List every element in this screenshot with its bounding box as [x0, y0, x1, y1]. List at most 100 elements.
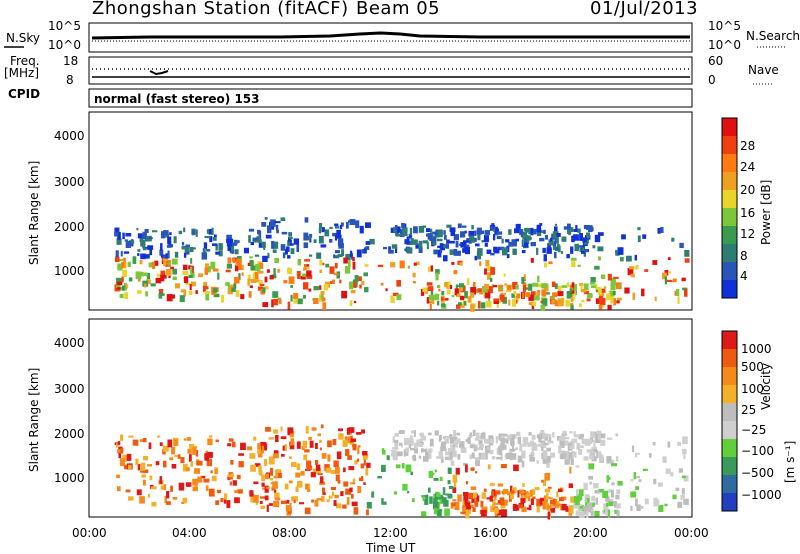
heatmap-cell — [319, 269, 322, 274]
heatmap-cell — [137, 249, 141, 252]
heatmap-cell — [228, 438, 234, 442]
heatmap-cell — [564, 440, 569, 446]
heatmap-cell — [436, 238, 443, 242]
heatmap-cell — [361, 429, 366, 434]
heatmap-cell — [537, 283, 542, 288]
heatmap-cell — [319, 439, 322, 443]
heatmap-cell — [343, 257, 348, 264]
heatmap-cell — [280, 453, 285, 457]
heatmap-cell — [287, 301, 291, 310]
heatmap-cell — [578, 489, 584, 497]
heatmap-cell — [180, 457, 185, 464]
heatmap-cell — [487, 464, 491, 470]
heatmap-cell — [320, 244, 327, 248]
heatmap-cell — [225, 282, 230, 286]
heatmap-cell — [444, 281, 449, 288]
heatmap-cell — [388, 249, 394, 254]
heatmap-cell — [186, 283, 192, 286]
heatmap-cell — [455, 438, 461, 444]
heatmap-cell — [681, 277, 686, 282]
colorbar-cell — [722, 367, 737, 386]
heatmap-cell — [472, 507, 476, 513]
heatmap-cell — [264, 473, 270, 480]
heatmap-cell — [513, 228, 519, 234]
heatmap-cell — [443, 255, 448, 262]
heatmap-cell — [187, 448, 192, 454]
heatmap-cell — [290, 248, 295, 255]
heatmap-cell — [597, 287, 602, 295]
heatmap-cell — [684, 258, 690, 263]
heatmap-cell — [163, 230, 169, 236]
heatmap-cell — [304, 263, 307, 270]
heatmap-cell — [272, 298, 279, 306]
heatmap-cell — [542, 502, 547, 510]
heatmap-cell — [536, 434, 540, 439]
heatmap-cell — [254, 463, 261, 467]
heatmap-cell — [684, 289, 688, 297]
heatmap-cell — [166, 294, 173, 302]
heatmap-cell — [410, 430, 416, 434]
heatmap-cell — [450, 446, 456, 455]
heatmap-cell — [590, 281, 596, 285]
heatmap-cell — [400, 444, 403, 448]
heatmap-cell — [258, 465, 262, 473]
heatmap-cell — [450, 460, 455, 466]
heatmap-cell — [144, 229, 149, 233]
heatmap-cell — [250, 496, 254, 503]
heatmap-cell — [362, 450, 368, 456]
heatmap-cell — [546, 460, 550, 468]
heatmap-cell — [559, 454, 566, 460]
heatmap-cell — [657, 227, 661, 234]
heatmap-cell — [132, 439, 139, 446]
heatmap-cell — [304, 449, 310, 453]
heatmap-cell — [285, 505, 292, 512]
heatmap-cell — [677, 441, 682, 446]
heatmap-cell — [302, 295, 306, 299]
heatmap-cell — [524, 230, 529, 233]
heatmap-cell — [573, 431, 576, 437]
heatmap-cell — [402, 228, 408, 237]
heatmap-cell — [160, 254, 164, 258]
heatmap-cell — [561, 236, 567, 242]
heatmap-cell — [585, 505, 589, 511]
heatmap-cell — [474, 230, 477, 236]
heatmap-cell — [162, 449, 166, 455]
heatmap-cell — [335, 503, 342, 509]
heatmap-cell — [304, 259, 310, 262]
heatmap-cell — [561, 503, 567, 511]
heatmap-cell — [547, 243, 551, 250]
heatmap-cell — [234, 490, 239, 494]
heatmap-cell — [429, 228, 433, 233]
colorbar-cell — [722, 154, 737, 173]
heatmap-cell — [304, 507, 311, 515]
heatmap-cell — [447, 467, 452, 474]
heatmap-cell — [347, 455, 352, 460]
heatmap-cell — [147, 464, 153, 467]
heatmap-cell — [443, 230, 446, 235]
heatmap-cell — [263, 459, 268, 466]
heatmap-cell — [347, 432, 353, 435]
heatmap-cell — [448, 485, 454, 490]
heatmap-cell — [642, 468, 648, 471]
heatmap-cell — [675, 487, 680, 492]
heatmap-cell — [463, 491, 469, 496]
heatmap-cell — [336, 451, 342, 460]
heatmap-cell — [512, 299, 517, 307]
heatmap-cell — [418, 246, 423, 253]
heatmap-cell — [327, 454, 331, 462]
heatmap-cell — [336, 234, 342, 239]
heatmap-cell — [258, 280, 263, 285]
heatmap-cell — [454, 288, 459, 296]
heatmap-cell — [493, 298, 500, 304]
heatmap-cell — [249, 490, 254, 497]
heatmap-cell — [499, 299, 502, 304]
heatmap-cell — [451, 502, 456, 507]
heatmap-cell — [431, 297, 435, 305]
heatmap-cell — [543, 495, 548, 504]
heatmap-cell — [207, 438, 213, 446]
heatmap-cell — [585, 495, 590, 498]
heatmap-cell — [654, 296, 657, 302]
heatmap-cell — [609, 290, 614, 297]
heatmap-cell — [483, 235, 489, 243]
heatmap-cell — [574, 495, 578, 504]
